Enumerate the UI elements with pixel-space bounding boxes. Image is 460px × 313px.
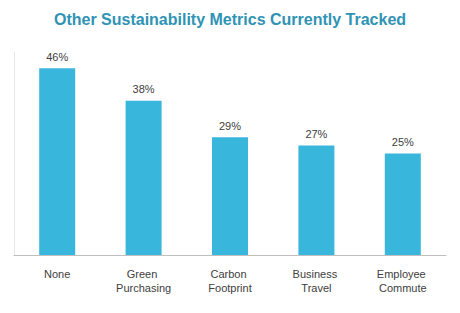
svg-text:Travel: Travel: [301, 282, 331, 294]
svg-text:Carbon: Carbon: [210, 268, 249, 280]
svg-text:27%: 27%: [305, 128, 327, 140]
svg-text:None: None: [44, 268, 70, 280]
svg-text:Purchasing: Purchasing: [116, 282, 171, 294]
svg-text:29%: 29%: [219, 120, 241, 132]
svg-text:38%: 38%: [133, 83, 155, 95]
svg-text:Employee: Employee: [377, 268, 429, 280]
svg-text:46%: 46%: [46, 51, 68, 63]
svg-text:Footprint: Footprint: [208, 282, 251, 294]
svg-text:Green: Green: [127, 268, 161, 280]
svg-text:Other Sustainability Metrics C: Other Sustainability Metrics Currently T…: [54, 11, 406, 28]
svg-text:25%: 25%: [392, 136, 414, 148]
svg-text:Commute: Commute: [379, 282, 427, 294]
svg-text:Business: Business: [293, 268, 341, 280]
